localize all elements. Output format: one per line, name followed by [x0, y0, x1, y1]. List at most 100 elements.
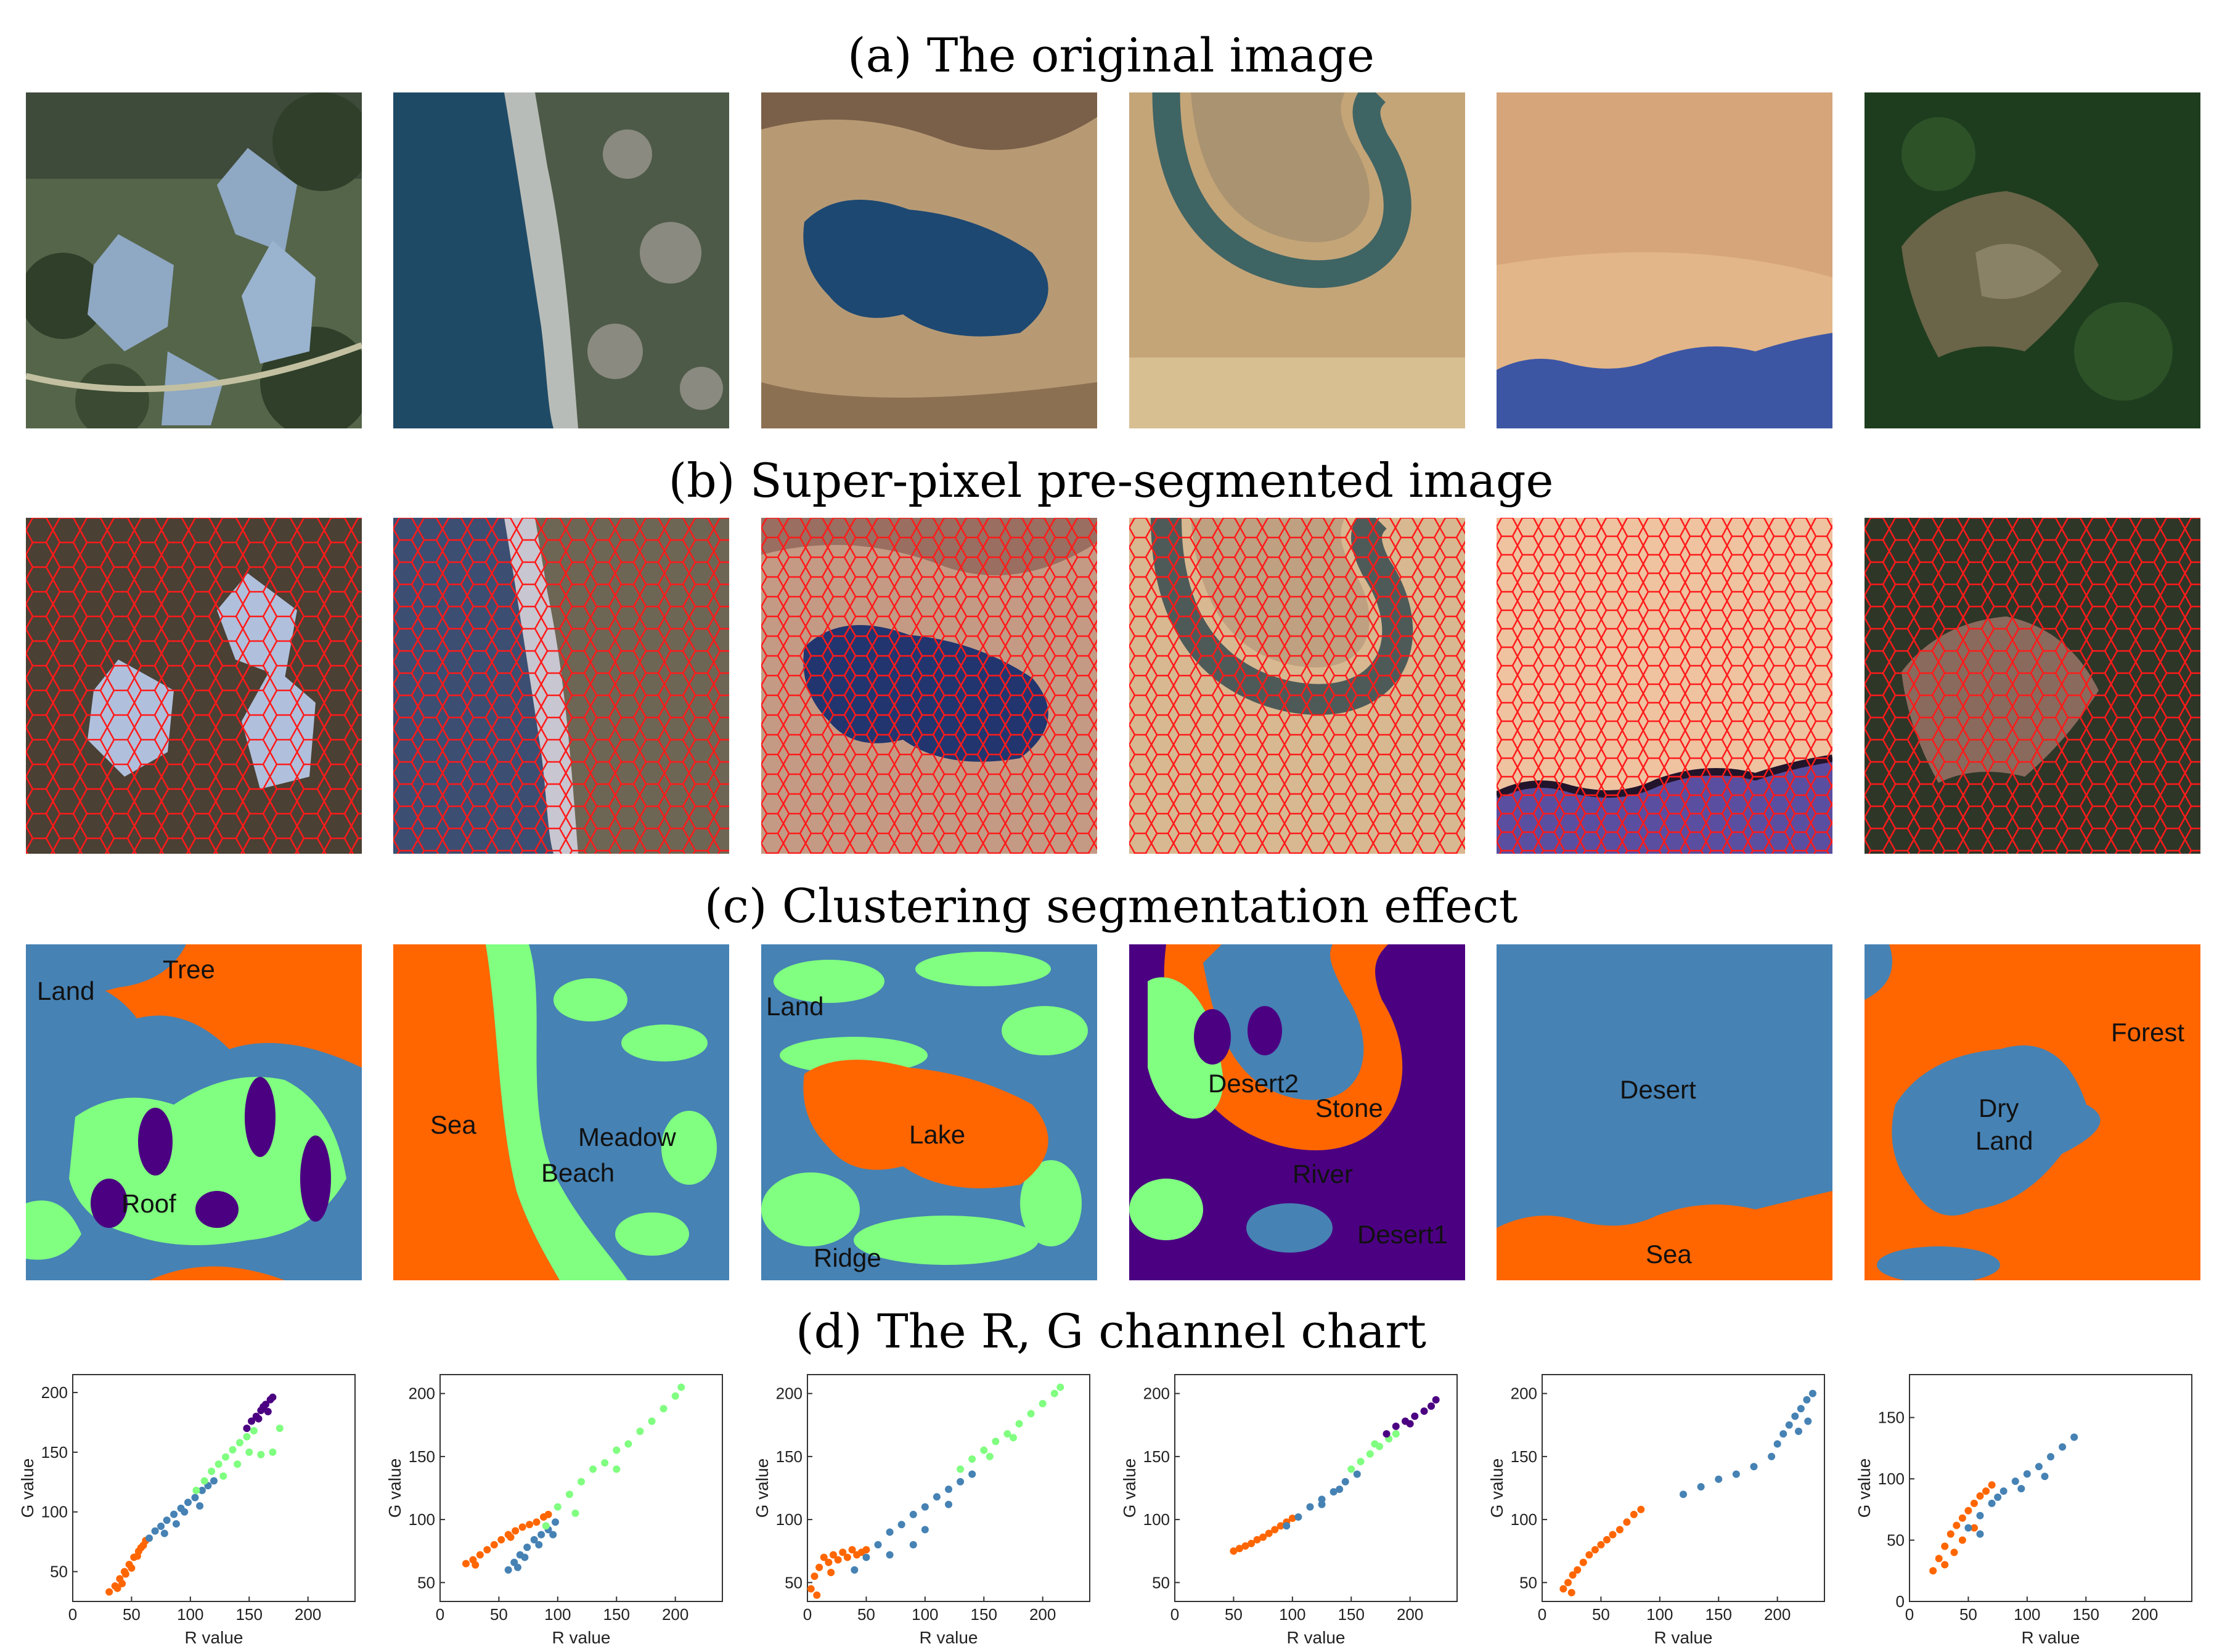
- y-tick-label: 100: [409, 1510, 435, 1529]
- scatter-point: [200, 1477, 208, 1485]
- x-axis-label: R value: [552, 1628, 611, 1647]
- y-tick-label: 50: [1519, 1573, 1537, 1592]
- scatter-point: [848, 1546, 856, 1554]
- original-image-3: [761, 92, 1097, 428]
- scatter-point: [957, 1465, 965, 1473]
- scatter-point: [578, 1478, 585, 1486]
- segment-label: Sea: [430, 1110, 476, 1139]
- rg-scatter-chart-3: 0 50 100 150 200 50 100 150 200 R value G value: [753, 1362, 1098, 1652]
- scatter-point: [1970, 1524, 1978, 1532]
- scatter-point: [1803, 1396, 1811, 1404]
- scatter-point: [677, 1383, 685, 1391]
- scatter-point: [986, 1452, 994, 1460]
- scatter-point: [2017, 1484, 2025, 1492]
- x-tick-label: 200: [1397, 1605, 1423, 1624]
- x-tick-label: 0: [803, 1605, 812, 1624]
- scatter-point: [497, 1535, 505, 1544]
- segment-label: Land: [766, 992, 824, 1021]
- scatter-point: [945, 1500, 952, 1508]
- scatter-point: [533, 1518, 541, 1526]
- y-tick-label: 200: [41, 1383, 68, 1402]
- plot-frame: [1909, 1374, 2192, 1602]
- original-image-6: [1865, 92, 2200, 428]
- scatter-point: [1306, 1503, 1314, 1511]
- scatter-point: [553, 1503, 562, 1511]
- segment-label: Desert2: [1208, 1069, 1299, 1098]
- scatter-point: [1027, 1410, 1035, 1418]
- y-axis-label: G value: [1121, 1458, 1139, 1518]
- scatter-point: [512, 1527, 520, 1535]
- x-tick-label: 200: [1764, 1605, 1791, 1624]
- scatter-point: [815, 1563, 823, 1571]
- rg-scatter-chart-1: 0 50 100 150 200 50 100 150 200 R value G value: [18, 1362, 364, 1652]
- y-tick-label: 150: [1511, 1447, 1537, 1466]
- segmentation-map-5: Desert Sea: [1497, 944, 1832, 1280]
- scatter-point: [933, 1493, 941, 1501]
- segment-label: Lake: [909, 1120, 966, 1149]
- row-b-title: (b) Super-pixel pre-segmented image: [668, 453, 1554, 508]
- segment-label: Ridge: [814, 1243, 881, 1272]
- y-tick-label: 150: [41, 1443, 68, 1462]
- scatter-point: [191, 1494, 199, 1502]
- scatter-point: [128, 1564, 136, 1572]
- row-a-title: (a) The original image: [848, 28, 1374, 83]
- scatter-point: [2070, 1433, 2078, 1441]
- original-image-1: [26, 92, 362, 428]
- scatter-point: [1999, 1487, 2008, 1495]
- scatter-point: [208, 1467, 216, 1475]
- scatter-point: [829, 1551, 837, 1559]
- superpixel-image-3: [761, 518, 1097, 854]
- scatter-point: [1970, 1499, 1978, 1507]
- scatter-point: [1271, 1526, 1279, 1534]
- plot-frame: [72, 1374, 356, 1602]
- x-tick-label: 0: [1170, 1605, 1179, 1624]
- scatter-point: [1715, 1475, 1723, 1483]
- scatter-point: [921, 1503, 929, 1511]
- scatter-point: [827, 1568, 835, 1576]
- y-tick-label: 50: [50, 1563, 68, 1581]
- segment-label: River: [1293, 1159, 1354, 1188]
- x-tick-label: 150: [236, 1605, 263, 1624]
- scatter-point: [2035, 1463, 2043, 1471]
- scatter-point: [1009, 1434, 1017, 1442]
- x-tick-label: 0: [436, 1605, 444, 1624]
- x-tick-label: 150: [1705, 1605, 1732, 1624]
- superpixel-image-1: [26, 518, 362, 854]
- scatter-point: [909, 1510, 917, 1518]
- scatter-point: [1637, 1505, 1645, 1513]
- scatter-point: [843, 1553, 851, 1561]
- x-tick-label: 200: [295, 1605, 321, 1624]
- x-tick-label: 150: [603, 1605, 630, 1624]
- scatter-point: [1615, 1526, 1624, 1534]
- scatter-point: [1797, 1405, 1805, 1413]
- scatter-point: [1276, 1522, 1285, 1530]
- scatter-point: [1941, 1561, 1949, 1569]
- scatter-point: [601, 1459, 609, 1467]
- scatter-point: [1964, 1524, 1972, 1532]
- scatter-point: [264, 1408, 272, 1416]
- scatter-point: [1988, 1481, 1996, 1489]
- scatter-point: [1976, 1492, 1984, 1500]
- rg-scatter-chart-6: 0 50 100 150 200 0 50 100 150 R value G value: [1855, 1362, 2200, 1652]
- scatter-point: [1791, 1412, 1799, 1420]
- scatter-point: [886, 1551, 894, 1559]
- scatter-point: [243, 1425, 251, 1433]
- scatter-point: [1371, 1440, 1379, 1448]
- scatter-point: [1003, 1430, 1011, 1438]
- scatter-point: [1929, 1567, 1937, 1575]
- scatter-point: [235, 1439, 243, 1447]
- y-tick-label: 150: [1143, 1447, 1170, 1466]
- scatter-point: [490, 1541, 498, 1548]
- y-tick-label: 100: [1143, 1510, 1170, 1529]
- segment-label: Roof: [121, 1189, 176, 1218]
- scatter-point: [133, 1552, 141, 1560]
- scatter-point: [671, 1392, 679, 1400]
- scatter-point: [1609, 1531, 1617, 1539]
- scatter-point: [535, 1541, 543, 1548]
- scatter-point: [874, 1541, 882, 1548]
- scatter-point: [992, 1437, 1000, 1446]
- segmentation-map-4: Desert2 Stone River Desert1: [1129, 944, 1465, 1280]
- scatter-point: [834, 1556, 842, 1564]
- scatter-point: [1230, 1547, 1238, 1555]
- scatter-point: [1406, 1420, 1414, 1428]
